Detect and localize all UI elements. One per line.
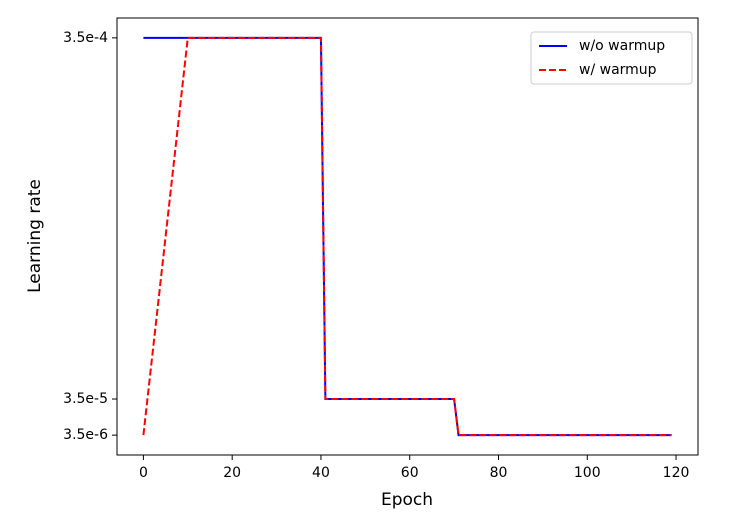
legend-label: w/ warmup (579, 62, 657, 78)
y-tick-label: 3.5e-6 (63, 427, 108, 443)
plot-frame (116, 17, 699, 456)
x-tick-label: 80 (490, 465, 508, 481)
x-tick-label: 40 (312, 465, 330, 481)
x-tick-label: 120 (663, 465, 690, 481)
legend-box (530, 31, 693, 85)
line (142, 36, 672, 437)
line (143, 36, 672, 437)
y-axis-label: Learning rate (25, 179, 45, 293)
x-tick-label: 60 (401, 465, 419, 481)
legend-label: w/o warmup (579, 38, 665, 54)
y-tick-label: 3.5e-5 (63, 391, 108, 407)
x-tick-label: 20 (223, 465, 241, 481)
x-tick-label: 0 (139, 465, 148, 481)
x-tick-label: 100 (574, 465, 601, 481)
x-axis-label: Epoch (381, 490, 433, 510)
y-tick-label: 3.5e-4 (63, 30, 108, 46)
